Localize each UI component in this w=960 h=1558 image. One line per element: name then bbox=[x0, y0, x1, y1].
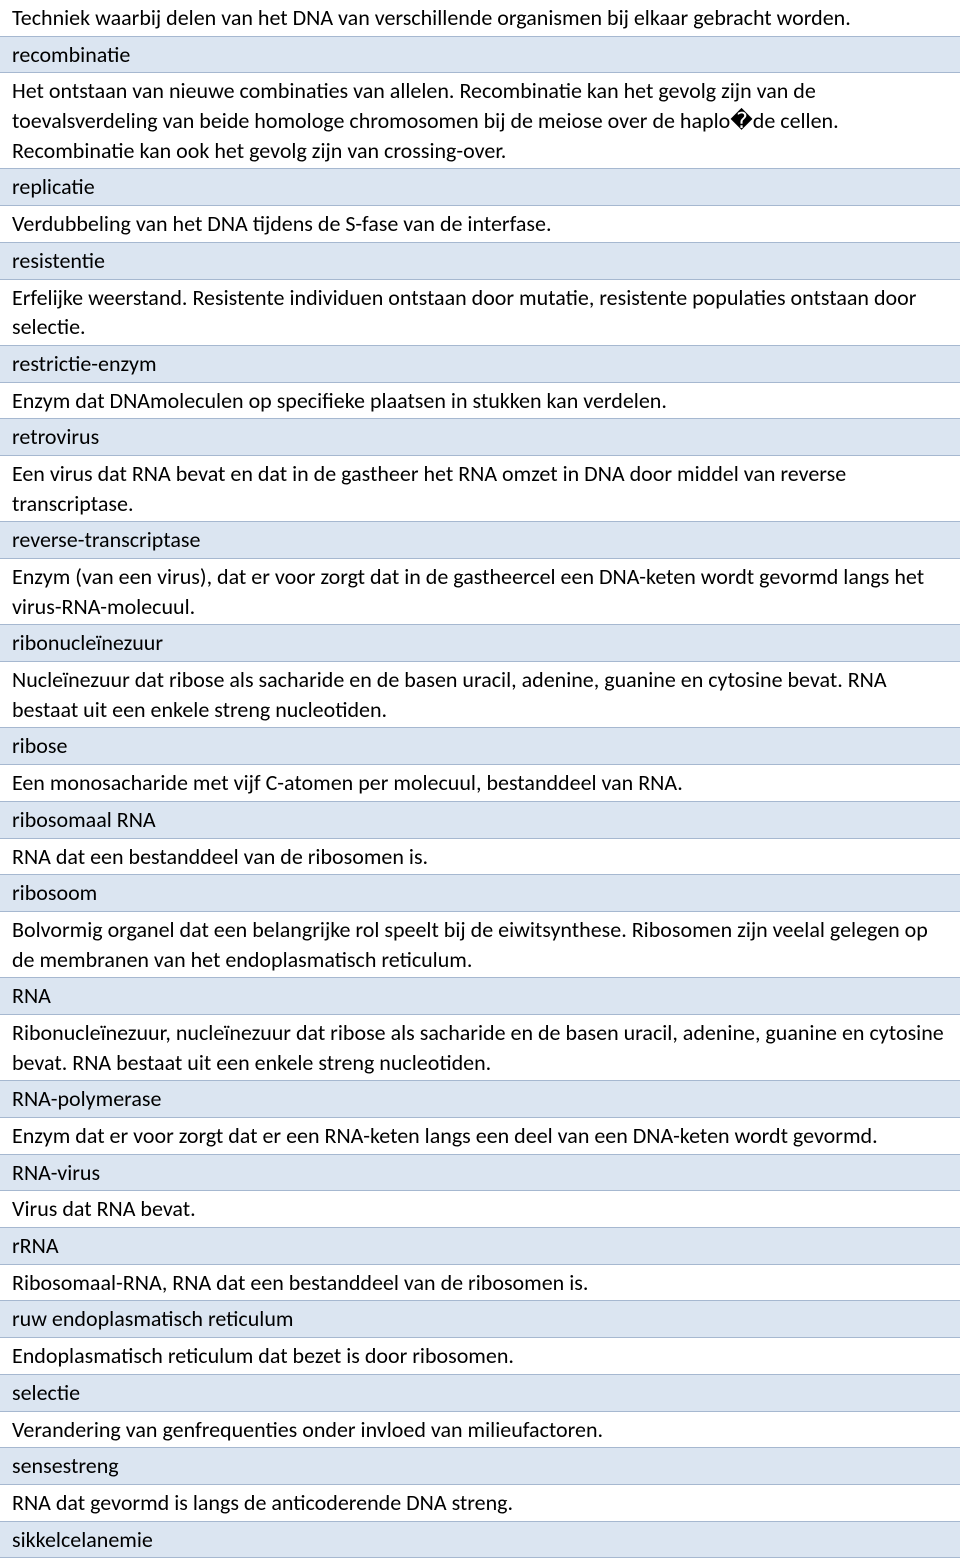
definition-row: Techniek waarbij delen van het DNA van v… bbox=[0, 0, 960, 36]
term-row: selectie bbox=[0, 1374, 960, 1411]
term-row: recombinatie bbox=[0, 36, 960, 73]
definition-row: Virus dat RNA bevat. bbox=[0, 1191, 960, 1228]
term-text: resistentie bbox=[0, 242, 960, 279]
glossary-body: Techniek waarbij delen van het DNA van v… bbox=[0, 0, 960, 1558]
term-text: ribonucleïnezuur bbox=[0, 625, 960, 662]
term-text: ribose bbox=[0, 728, 960, 765]
definition-row: Enzym (van een virus), dat er voor zorgt… bbox=[0, 559, 960, 625]
term-row: ribosomaal RNA bbox=[0, 801, 960, 838]
definition-text: Endoplasmatisch reticulum dat bezet is d… bbox=[0, 1338, 960, 1375]
definition-text: RNA dat een bestanddeel van de ribosomen… bbox=[0, 838, 960, 875]
definition-row: Een monosacharide met vijf C-atomen per … bbox=[0, 765, 960, 802]
term-text: RNA-polymerase bbox=[0, 1081, 960, 1118]
definition-row: Verandering van genfrequenties onder inv… bbox=[0, 1411, 960, 1448]
term-row: sikkelcelanemie bbox=[0, 1521, 960, 1558]
definition-text: Ribosomaal-RNA, RNA dat een bestanddeel … bbox=[0, 1264, 960, 1301]
definition-text: Enzym dat DNAmoleculen op specifieke pla… bbox=[0, 382, 960, 419]
definition-text: Techniek waarbij delen van het DNA van v… bbox=[0, 0, 960, 36]
definition-text: Enzym (van een virus), dat er voor zorgt… bbox=[0, 559, 960, 625]
term-row: ribose bbox=[0, 728, 960, 765]
term-row: RNA-virus bbox=[0, 1154, 960, 1191]
definition-row: Endoplasmatisch reticulum dat bezet is d… bbox=[0, 1338, 960, 1375]
term-row: RNA bbox=[0, 978, 960, 1015]
term-text: ribosomaal RNA bbox=[0, 801, 960, 838]
definition-text: Enzym dat er voor zorgt dat er een RNA-k… bbox=[0, 1118, 960, 1155]
term-row: retrovirus bbox=[0, 419, 960, 456]
definition-text: Nucleïnezuur dat ribose als sacharide en… bbox=[0, 662, 960, 728]
definition-row: Een virus dat RNA bevat en dat in de gas… bbox=[0, 455, 960, 521]
term-text: ribosoom bbox=[0, 875, 960, 912]
definition-text: Verdubbeling van het DNA tijdens de S-fa… bbox=[0, 206, 960, 243]
term-row: ribonucleïnezuur bbox=[0, 625, 960, 662]
term-text: selectie bbox=[0, 1374, 960, 1411]
definition-text: Bolvormig organel dat een belangrijke ro… bbox=[0, 911, 960, 977]
definition-text: Een monosacharide met vijf C-atomen per … bbox=[0, 765, 960, 802]
term-row: replicatie bbox=[0, 169, 960, 206]
term-text: RNA-virus bbox=[0, 1154, 960, 1191]
term-text: replicatie bbox=[0, 169, 960, 206]
definition-row: RNA dat gevormd is langs de anticoderend… bbox=[0, 1484, 960, 1521]
definition-text: Verandering van genfrequenties onder inv… bbox=[0, 1411, 960, 1448]
term-text: restrictie-enzym bbox=[0, 345, 960, 382]
term-row: ribosoom bbox=[0, 875, 960, 912]
term-text: sensestreng bbox=[0, 1448, 960, 1485]
term-text: RNA bbox=[0, 978, 960, 1015]
term-text: retrovirus bbox=[0, 419, 960, 456]
term-text: reverse-transcriptase bbox=[0, 522, 960, 559]
definition-row: Bolvormig organel dat een belangrijke ro… bbox=[0, 911, 960, 977]
definition-row: Ribonucleïnezuur, nucleïnezuur dat ribos… bbox=[0, 1014, 960, 1080]
term-row: ruw endoplasmatisch reticulum bbox=[0, 1301, 960, 1338]
definition-row: Verdubbeling van het DNA tijdens de S-fa… bbox=[0, 206, 960, 243]
term-row: rRNA bbox=[0, 1228, 960, 1265]
definition-row: Erfelijke weerstand. Resistente individu… bbox=[0, 279, 960, 345]
term-text: rRNA bbox=[0, 1228, 960, 1265]
definition-row: Enzym dat er voor zorgt dat er een RNA-k… bbox=[0, 1118, 960, 1155]
definition-text: Het ontstaan van nieuwe combinaties van … bbox=[0, 73, 960, 169]
term-row: sensestreng bbox=[0, 1448, 960, 1485]
definition-row: Het ontstaan van nieuwe combinaties van … bbox=[0, 73, 960, 169]
term-row: resistentie bbox=[0, 242, 960, 279]
glossary-table: Techniek waarbij delen van het DNA van v… bbox=[0, 0, 960, 1558]
definition-text: RNA dat gevormd is langs de anticoderend… bbox=[0, 1484, 960, 1521]
term-row: restrictie-enzym bbox=[0, 345, 960, 382]
definition-text: Erfelijke weerstand. Resistente individu… bbox=[0, 279, 960, 345]
definition-row: Nucleïnezuur dat ribose als sacharide en… bbox=[0, 662, 960, 728]
term-text: ruw endoplasmatisch reticulum bbox=[0, 1301, 960, 1338]
definition-row: RNA dat een bestanddeel van de ribosomen… bbox=[0, 838, 960, 875]
definition-text: Virus dat RNA bevat. bbox=[0, 1191, 960, 1228]
definition-row: Ribosomaal-RNA, RNA dat een bestanddeel … bbox=[0, 1264, 960, 1301]
term-row: reverse-transcriptase bbox=[0, 522, 960, 559]
definition-row: Enzym dat DNAmoleculen op specifieke pla… bbox=[0, 382, 960, 419]
definition-text: Een virus dat RNA bevat en dat in de gas… bbox=[0, 455, 960, 521]
term-text: recombinatie bbox=[0, 36, 960, 73]
definition-text: Ribonucleïnezuur, nucleïnezuur dat ribos… bbox=[0, 1014, 960, 1080]
term-text: sikkelcelanemie bbox=[0, 1521, 960, 1558]
term-row: RNA-polymerase bbox=[0, 1081, 960, 1118]
